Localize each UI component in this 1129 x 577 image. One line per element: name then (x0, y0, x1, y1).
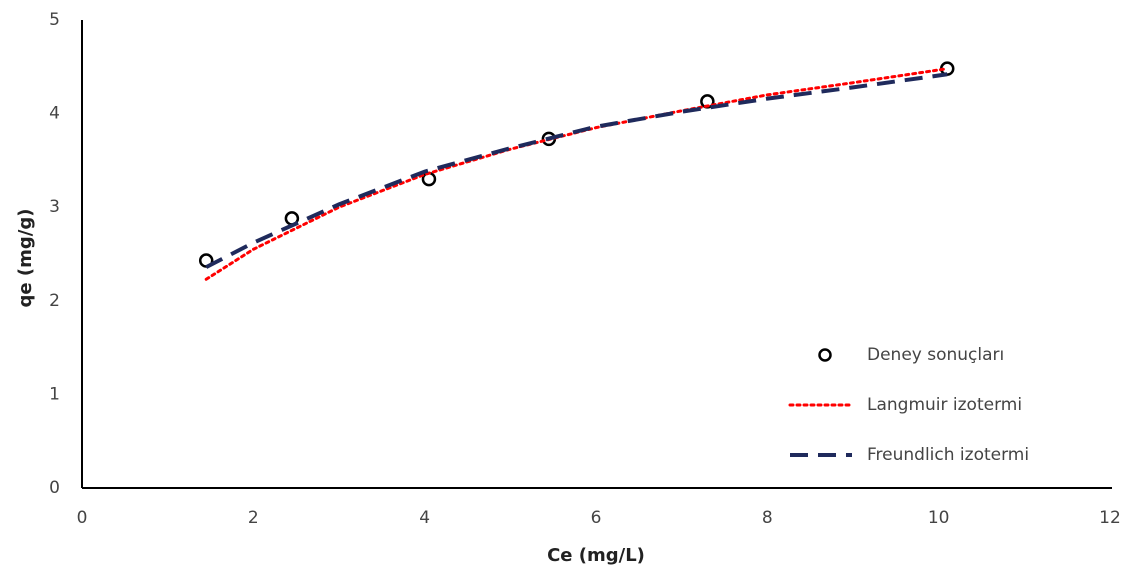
x-axis-label: Ce (mg/L) (547, 545, 645, 566)
x-tick-label: 6 (591, 508, 602, 528)
x-tick-label: 4 (419, 508, 430, 528)
x-tick-label: 8 (762, 508, 773, 528)
y-tick-label: 5 (49, 10, 60, 30)
x-tick-label: 0 (77, 508, 88, 528)
y-tick-label: 0 (49, 478, 60, 498)
legend-label: Langmuir izotermi (867, 395, 1022, 415)
fit-line (204, 67, 949, 281)
y-tick-label: 2 (49, 291, 60, 311)
x-tick-label: 12 (1099, 508, 1121, 528)
legend-label: Freundlich izotermi (867, 445, 1029, 465)
y-axis-label: qe (mg/g) (15, 209, 36, 308)
fit-line (205, 72, 948, 269)
y-tick-label: 1 (49, 384, 60, 404)
x-tick-label: 2 (248, 508, 259, 528)
y-tick-label: 4 (49, 104, 60, 124)
x-tick-label: 10 (928, 508, 950, 528)
legend-marker (818, 348, 832, 362)
legend-label: Deney sonuçları (867, 345, 1004, 365)
y-tick-label: 3 (49, 197, 60, 217)
data-point (421, 171, 437, 187)
